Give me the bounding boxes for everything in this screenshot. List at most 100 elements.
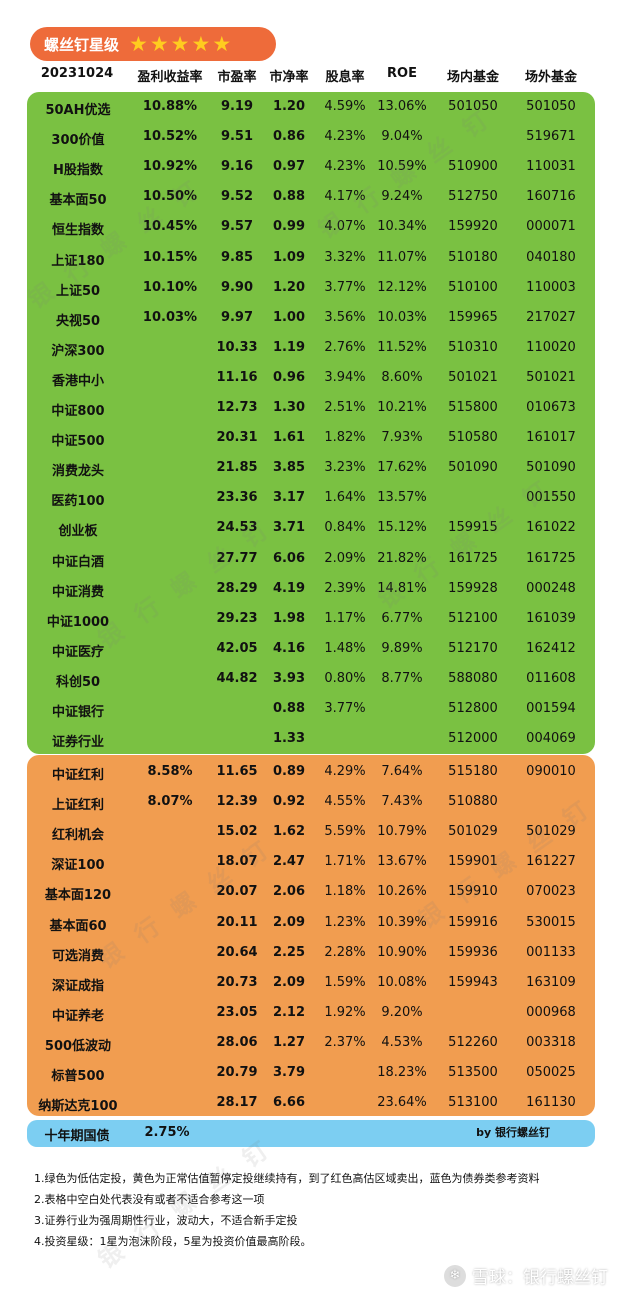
table-cell: 512000 bbox=[448, 731, 498, 747]
table-row: 香港中小 11.16 0.96 3.94% 8.60% 501021 501021 bbox=[0, 363, 632, 393]
table-row: 中证白酒 27.77 6.06 2.09% 21.82% 161725 161725 bbox=[0, 544, 632, 574]
table-row: 中证800 12.73 1.30 2.51% 10.21% 515800 010673 bbox=[0, 393, 632, 423]
table-cell: 8.58% bbox=[147, 764, 193, 779]
table-cell: 11.07% bbox=[377, 249, 427, 265]
table-row: 中证消费 28.29 4.19 2.39% 14.81% 159928 000248 bbox=[0, 574, 632, 604]
table-cell: 3.94% bbox=[324, 369, 366, 385]
header-col: 市净率 bbox=[269, 70, 309, 85]
index-name: 上证50 bbox=[55, 283, 101, 299]
table-cell: 20.07 bbox=[216, 884, 258, 900]
table-cell: 3.93 bbox=[272, 670, 306, 686]
table-cell: 3.77% bbox=[324, 279, 366, 295]
table-cell: 2.51% bbox=[324, 400, 366, 415]
note-line: 1.绿色为低估定投，黄色为正常估值暂停定投继续持有，到了红色高估区域卖出，蓝色为… bbox=[34, 1172, 540, 1185]
table-row: H股指数 10.92% 9.16 0.97 4.23% 10.59% 510900 11003… bbox=[0, 152, 632, 182]
table-cell: 1.48% bbox=[324, 640, 366, 656]
table-cell: 11.52% bbox=[377, 339, 427, 355]
table-cell: 159915 bbox=[448, 520, 498, 536]
star-icon: ★ bbox=[170, 31, 190, 56]
table-cell: 13.06% bbox=[377, 99, 427, 114]
table-cell: 4.17% bbox=[324, 189, 366, 205]
table-row: 基本面60 20.11 2.09 1.23% 10.39% 159916 530015 bbox=[0, 908, 632, 938]
table-cell: 1.27 bbox=[272, 1034, 306, 1050]
header-col: 市盈率 bbox=[217, 70, 257, 85]
table-cell: 0.99 bbox=[272, 219, 306, 235]
table-cell: 10.59% bbox=[377, 159, 427, 175]
index-name: 中证养老 bbox=[51, 1008, 104, 1024]
table-cell: 29.23 bbox=[216, 610, 258, 626]
table-cell: 011608 bbox=[526, 670, 576, 686]
index-name: 证券行业 bbox=[51, 735, 104, 751]
table-cell: 10.33 bbox=[216, 339, 258, 355]
table-cell: 161022 bbox=[526, 520, 576, 536]
table-cell: 070023 bbox=[526, 884, 576, 900]
table-cell: 510580 bbox=[448, 430, 498, 446]
index-name: 基本面120 bbox=[44, 888, 112, 904]
table-row: 红利机会 15.02 1.62 5.59% 10.79% 501029 501029 bbox=[0, 817, 632, 847]
table-row: 纳斯达克100 28.17 6.66 23.64% 513100 161130 bbox=[0, 1088, 632, 1118]
table-row: 沪深300 10.33 1.19 2.76% 11.52% 510310 110020 bbox=[0, 333, 632, 363]
table-cell: 8.07% bbox=[147, 794, 193, 810]
table-row: 上证红利 8.07% 12.39 0.92 4.55% 7.43% 510880 bbox=[0, 787, 632, 817]
table-cell: 4.29% bbox=[324, 764, 366, 779]
table-cell: 501029 bbox=[526, 824, 576, 840]
table-row: 标普500 20.79 3.79 18.23% 513500 050025 bbox=[0, 1058, 632, 1088]
index-name: 中证红利 bbox=[51, 768, 104, 783]
table-cell: 1.30 bbox=[272, 400, 306, 415]
table-cell: 003318 bbox=[526, 1034, 576, 1050]
table-cell: 10.15% bbox=[142, 249, 198, 265]
index-name: 深证成指 bbox=[51, 978, 104, 994]
table-cell: 4.55% bbox=[324, 794, 366, 810]
table-cell: 161039 bbox=[526, 610, 576, 626]
table-cell: 1.61 bbox=[272, 430, 306, 446]
index-name: 消费龙头 bbox=[51, 464, 104, 480]
table-cell: 0.97 bbox=[272, 159, 306, 175]
table-cell: 10.03% bbox=[142, 309, 198, 325]
table-cell: 11.16 bbox=[216, 369, 258, 385]
table-cell: 15.02 bbox=[216, 824, 258, 840]
table-cell: 23.64% bbox=[377, 1095, 427, 1111]
index-name: 中证800 bbox=[51, 404, 105, 419]
index-name: 央视50 bbox=[55, 313, 101, 329]
table-row: 可选消费 20.64 2.25 2.28% 10.90% 159936 001133 bbox=[0, 938, 632, 968]
table-cell: 0.96 bbox=[272, 369, 306, 385]
bond-yield: 2.75% bbox=[144, 1125, 190, 1140]
star-icon: ★ bbox=[191, 31, 211, 56]
table-cell: 000071 bbox=[526, 219, 576, 235]
table-cell: 513500 bbox=[448, 1065, 498, 1080]
table-cell: 588080 bbox=[448, 670, 498, 686]
table-cell: 10.52% bbox=[142, 129, 198, 145]
table-cell: 1.98 bbox=[272, 610, 306, 626]
table-cell: 501090 bbox=[448, 460, 498, 476]
table-cell: 7.64% bbox=[381, 764, 423, 779]
footer-text: 雪球：银行螺丝钉 bbox=[472, 1268, 608, 1288]
table-row: 恒生指数 10.45% 9.57 0.99 4.07% 10.34% 159920 00007… bbox=[0, 212, 632, 242]
table-cell: 159965 bbox=[448, 309, 498, 325]
table-cell: 4.53% bbox=[381, 1034, 423, 1050]
table-cell: 501090 bbox=[526, 460, 576, 476]
table-cell: 3.77% bbox=[324, 701, 366, 716]
table-cell: 0.88 bbox=[272, 189, 306, 205]
table-cell: 23.05 bbox=[216, 1004, 258, 1020]
table-cell: 9.97 bbox=[220, 309, 254, 325]
index-name: 纳斯达克100 bbox=[38, 1099, 118, 1115]
table-cell: 9.85 bbox=[220, 249, 254, 265]
table-cell: 2.09% bbox=[324, 550, 366, 566]
table-cell: 501029 bbox=[448, 824, 498, 840]
table-cell: 21.82% bbox=[377, 550, 427, 566]
table-cell: 10.21% bbox=[377, 400, 427, 415]
table-cell: 0.89 bbox=[272, 764, 306, 779]
index-name: 上证180 bbox=[51, 253, 105, 269]
index-name: 500低波动 bbox=[44, 1038, 112, 1054]
index-name: 基本面60 bbox=[49, 918, 107, 934]
table-cell: 10.50% bbox=[142, 189, 198, 205]
table-cell: 9.04% bbox=[381, 129, 423, 145]
table-row: 基本面50 10.50% 9.52 0.88 4.17% 9.24% 512750 16071… bbox=[0, 182, 632, 212]
table-row: 中证养老 23.05 2.12 1.92% 9.20% 000968 bbox=[0, 998, 632, 1028]
table-row: 500低波动 28.06 1.27 2.37% 4.53% 512260 003318 bbox=[0, 1028, 632, 1058]
table-cell: 501021 bbox=[448, 369, 498, 385]
table-cell: 1.64% bbox=[324, 490, 366, 506]
index-name: 50AH优选 bbox=[45, 103, 111, 118]
table-row: 证券行业 1.33 512000 004069 bbox=[0, 724, 632, 754]
star-icon: ★ bbox=[149, 31, 169, 56]
